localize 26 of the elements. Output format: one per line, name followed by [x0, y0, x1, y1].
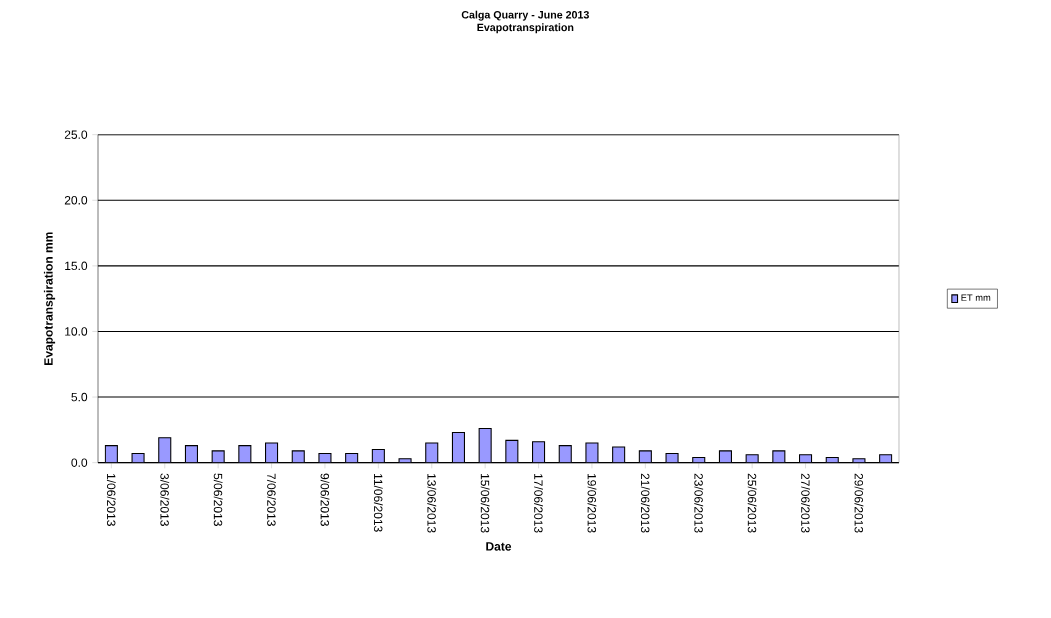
- x-tick-label: 11/06/2013: [373, 473, 383, 532]
- chart-subtitle: Evapotranspiration: [477, 23, 574, 34]
- x-tick-label: 1/06/2013: [106, 473, 116, 526]
- x-tick-label: 9/06/2013: [320, 473, 330, 526]
- y-tick-label: 25.0: [64, 130, 88, 139]
- x-tick-label: 29/06/2013: [854, 473, 864, 533]
- x-tick-label: 15/06/2013: [480, 473, 490, 533]
- x-tick-label: 17/06/2013: [534, 473, 543, 533]
- legend-label: ET mm: [961, 294, 991, 301]
- x-tick-label: 13/06/2013: [427, 473, 437, 533]
- y-tick-label: 10.0: [65, 327, 88, 336]
- y-tick-label: 5.0: [71, 392, 88, 402]
- y-tick-label: 20.0: [64, 196, 88, 205]
- x-tick-label: 5/06/2013: [213, 473, 223, 526]
- x-tick-label: 7/06/2013: [267, 473, 276, 526]
- y-tick-label: 0.0: [71, 458, 88, 467]
- x-tick-label: 3/06/2013: [160, 473, 170, 526]
- y-tick-label: 15.0: [65, 261, 88, 271]
- x-tick-label: 27/06/2013: [801, 473, 810, 533]
- y-axis-title: Evapotranspiration mm: [43, 232, 56, 365]
- chart-title: Calga Quarry - June 2013: [461, 10, 589, 21]
- x-tick-label: 25/06/2013: [747, 473, 757, 533]
- x-axis-title: Date: [486, 542, 512, 551]
- x-tick-label: 23/06/2013: [694, 473, 704, 533]
- x-tick-label: 19/06/2013: [587, 473, 597, 533]
- x-tick-label: 21/06/2013: [640, 473, 650, 533]
